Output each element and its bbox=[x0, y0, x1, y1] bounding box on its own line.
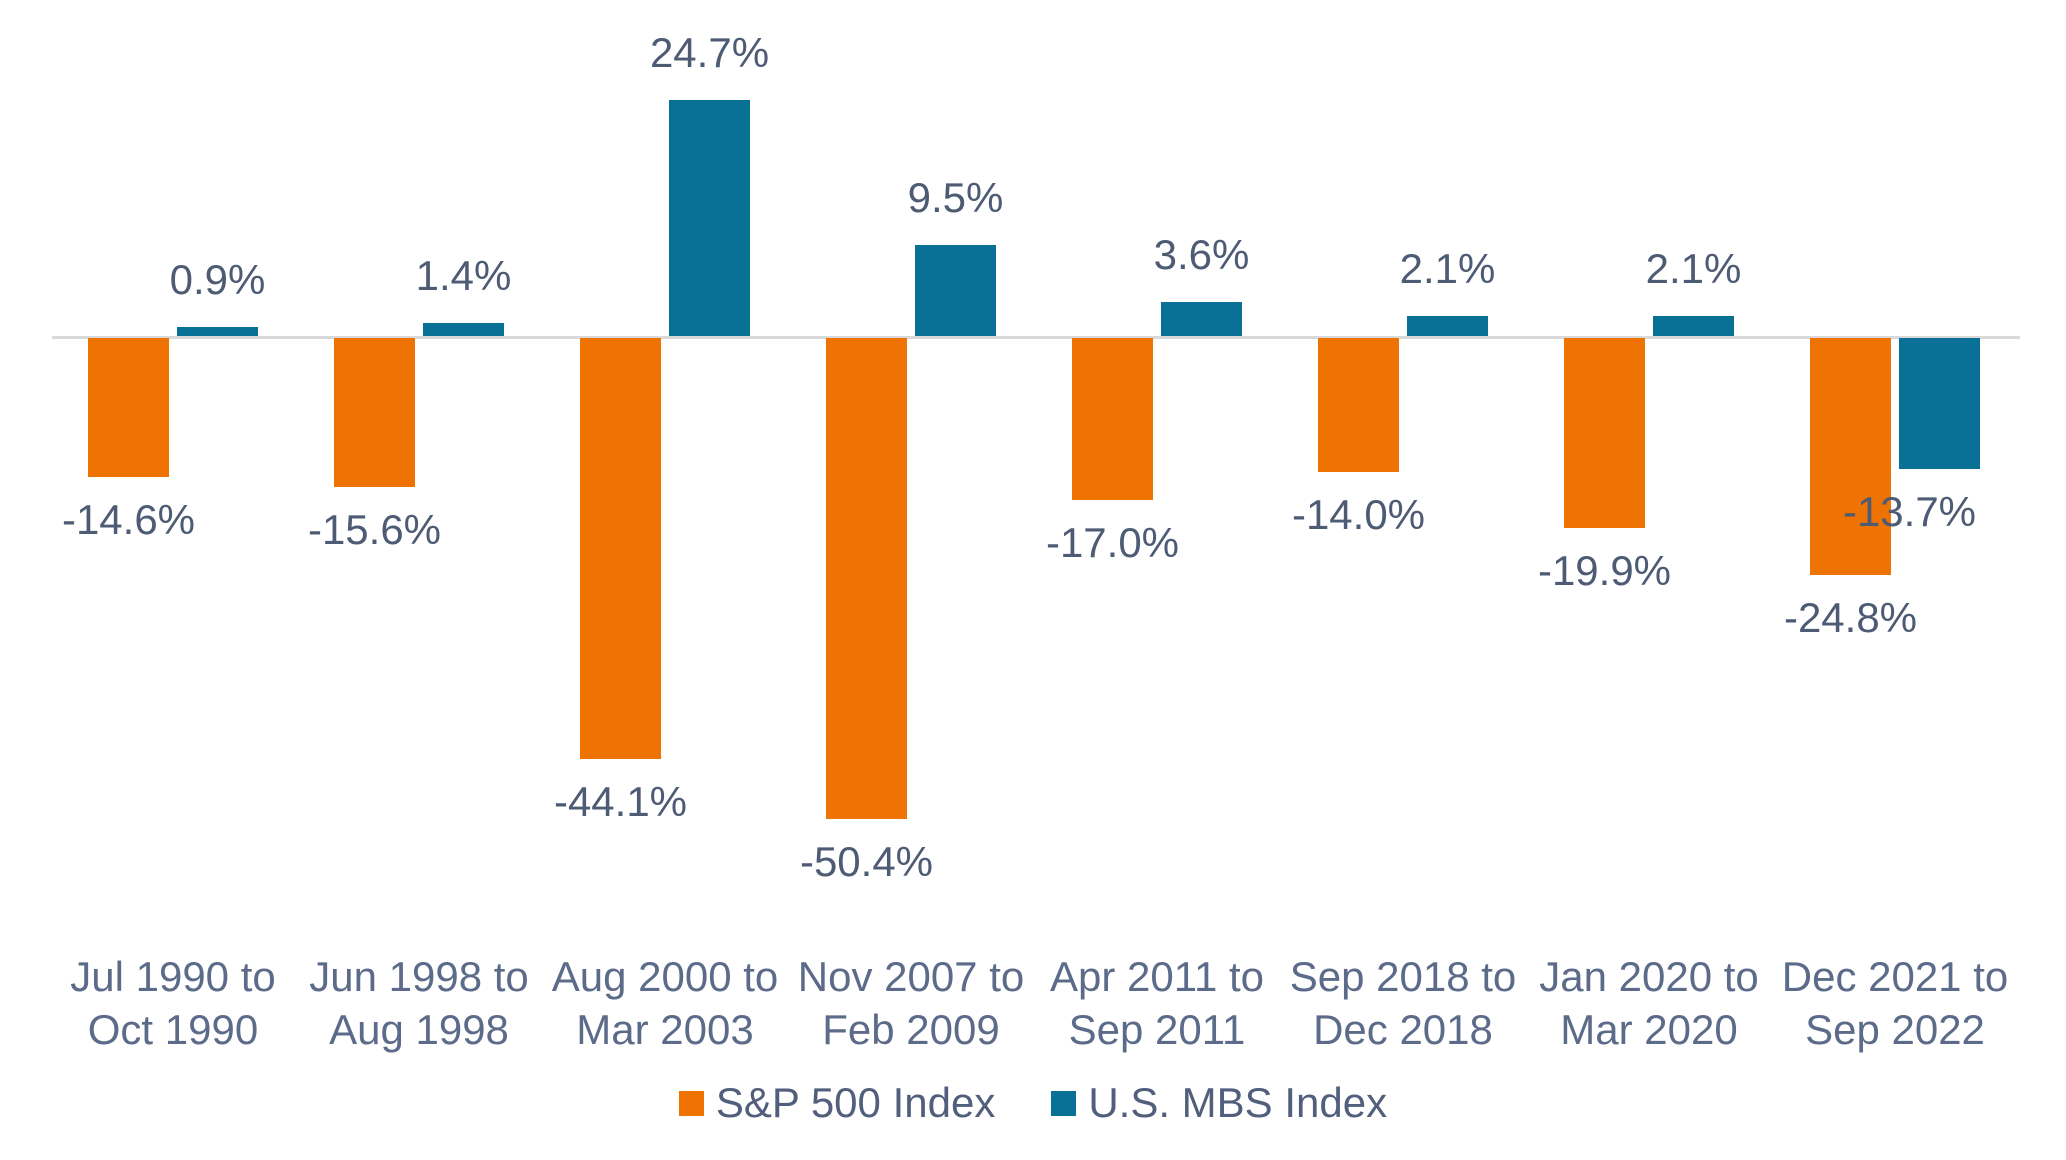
category-label-4: Apr 2011 to Sep 2011 bbox=[1049, 953, 1265, 1053]
category-label-0: Jul 1990 to Oct 1990 bbox=[70, 953, 276, 1053]
value-label-u-s-mbs-index-0: 0.9% bbox=[169, 256, 266, 303]
bar-s-p-500-index-2 bbox=[580, 338, 661, 759]
bar-s-p-500-index-6 bbox=[1564, 338, 1645, 528]
value-label-u-s-mbs-index-2: 24.7% bbox=[649, 29, 770, 76]
category-label-2: Aug 2000 to Mar 2003 bbox=[551, 953, 779, 1053]
x-axis-zero-line bbox=[52, 336, 2020, 339]
legend-label-sp-500-index: S&P 500 Index bbox=[715, 1079, 996, 1126]
value-label-u-s-mbs-index-5: 2.1% bbox=[1399, 245, 1496, 292]
legend-item-us-mbs-index: U.S. MBS Index bbox=[1051, 1078, 1387, 1128]
value-label-s-p-500-index-2: -44.1% bbox=[553, 778, 688, 825]
value-label-s-p-500-index-4: -17.0% bbox=[1045, 519, 1180, 566]
bar-u-s-mbs-index-6 bbox=[1653, 316, 1734, 336]
bar-u-s-mbs-index-3 bbox=[915, 245, 996, 336]
bar-s-p-500-index-7 bbox=[1810, 338, 1891, 575]
value-label-u-s-mbs-index-1: 1.4% bbox=[415, 252, 512, 299]
value-label-u-s-mbs-index-4: 3.6% bbox=[1153, 231, 1250, 278]
bar-s-p-500-index-0 bbox=[88, 338, 169, 477]
bar-u-s-mbs-index-5 bbox=[1407, 316, 1488, 336]
value-label-s-p-500-index-0: -14.6% bbox=[61, 496, 196, 543]
bar-u-s-mbs-index-0 bbox=[177, 327, 258, 336]
category-label-3: Nov 2007 to Feb 2009 bbox=[797, 953, 1025, 1053]
bar-u-s-mbs-index-4 bbox=[1161, 302, 1242, 336]
bar-s-p-500-index-4 bbox=[1072, 338, 1153, 500]
value-label-s-p-500-index-7: -24.8% bbox=[1783, 594, 1918, 641]
value-label-u-s-mbs-index-6: 2.1% bbox=[1645, 245, 1742, 292]
legend-item-sp-500-index: S&P 500 Index bbox=[678, 1078, 996, 1128]
value-label-s-p-500-index-6: -19.9% bbox=[1537, 547, 1672, 594]
value-label-u-s-mbs-index-7: -13.7% bbox=[1842, 488, 1977, 535]
legend-swatch-sp-500-index bbox=[678, 1090, 704, 1116]
category-label-1: Jun 1998 to Aug 1998 bbox=[309, 953, 529, 1053]
value-label-s-p-500-index-1: -15.6% bbox=[307, 506, 442, 553]
category-label-6: Jan 2020 to Mar 2020 bbox=[1539, 953, 1759, 1053]
legend-swatch-us-mbs-index bbox=[1051, 1090, 1077, 1116]
value-label-s-p-500-index-5: -14.0% bbox=[1291, 491, 1426, 538]
bar-u-s-mbs-index-7 bbox=[1899, 338, 1980, 469]
legend: S&P 500 Index U.S. MBS Index bbox=[0, 1078, 2066, 1128]
category-label-5: Sep 2018 to Dec 2018 bbox=[1289, 953, 1517, 1053]
value-label-s-p-500-index-3: -50.4% bbox=[799, 838, 934, 885]
legend-label-us-mbs-index: U.S. MBS Index bbox=[1088, 1079, 1388, 1126]
bar-s-p-500-index-3 bbox=[826, 338, 907, 819]
bar-u-s-mbs-index-2 bbox=[669, 100, 750, 336]
value-label-u-s-mbs-index-3: 9.5% bbox=[907, 174, 1004, 221]
bar-s-p-500-index-5 bbox=[1318, 338, 1399, 472]
bar-u-s-mbs-index-1 bbox=[423, 323, 504, 336]
category-label-7: Dec 2021 to Sep 2022 bbox=[1781, 953, 2009, 1053]
bar-s-p-500-index-1 bbox=[334, 338, 415, 487]
